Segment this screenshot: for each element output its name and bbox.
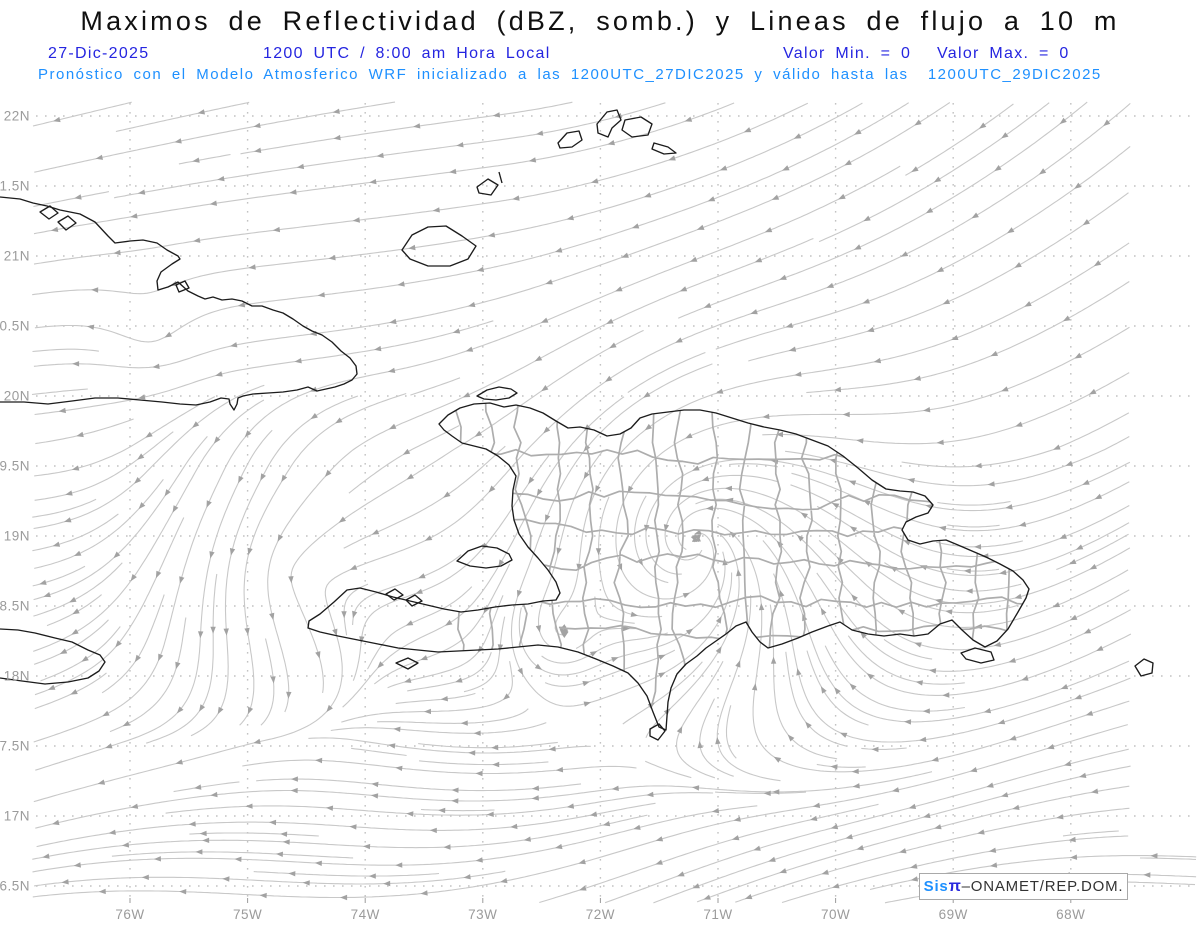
- lon-label: 70W: [821, 907, 850, 922]
- lon-label: 71W: [703, 907, 732, 922]
- lon-label: 74W: [351, 907, 380, 922]
- credit-sis: Sis: [923, 878, 949, 895]
- lat-label: 0.5N: [0, 319, 30, 334]
- streamlines-layer: [31, 101, 1197, 904]
- lat-label: 21N: [4, 249, 30, 264]
- run-time: 1200 UTC / 8:00 am Hora Local: [263, 45, 551, 62]
- lon-label: 76W: [115, 907, 144, 922]
- forecast-line: Pronóstico con el Modelo Atmosferico WRF…: [38, 66, 1102, 83]
- lat-label: 19N: [4, 529, 30, 544]
- province-borders-layer: [435, 403, 1029, 730]
- valor-max-label: Valor Max. = 0: [937, 45, 1070, 62]
- lon-label: 69W: [939, 907, 968, 922]
- lon-label: 68W: [1056, 907, 1085, 922]
- lat-label: 22N: [4, 109, 30, 124]
- pi-symbol: π: [948, 877, 962, 895]
- lat-label: 8.5N: [0, 599, 30, 614]
- axis-labels-layer: 22N 1.5N 21N 0.5N 20N 9.5N 19N 8.5N 18N 7.5N 17N 6.…: [0, 109, 1085, 923]
- valor-min-label: Valor Min. = 0: [783, 45, 912, 62]
- credit-box: Sis π – ONAMET/REP.DOM.: [919, 873, 1128, 900]
- page-title: Maximos de Reflectividad (dBZ, somb.) y …: [80, 6, 1120, 36]
- run-date: 27-Dic-2025: [48, 45, 150, 62]
- credit-separator: –: [961, 878, 971, 895]
- lat-label: 7.5N: [0, 739, 30, 754]
- gridlines-layer: [36, 103, 1196, 900]
- lon-label: 75W: [233, 907, 262, 922]
- lon-label: 72W: [586, 907, 615, 922]
- lon-label: 73W: [468, 907, 497, 922]
- lat-label: 18N: [4, 669, 30, 684]
- credit-organization: ONAMET/REP.DOM.: [970, 878, 1124, 895]
- lat-label: 6.5N: [0, 879, 30, 894]
- lat-label: 9.5N: [0, 459, 30, 474]
- lat-label: 20N: [4, 389, 30, 404]
- coastlines-layer: [0, 109, 1154, 741]
- lat-label: 1.5N: [0, 179, 30, 194]
- lat-label: 17N: [4, 809, 30, 824]
